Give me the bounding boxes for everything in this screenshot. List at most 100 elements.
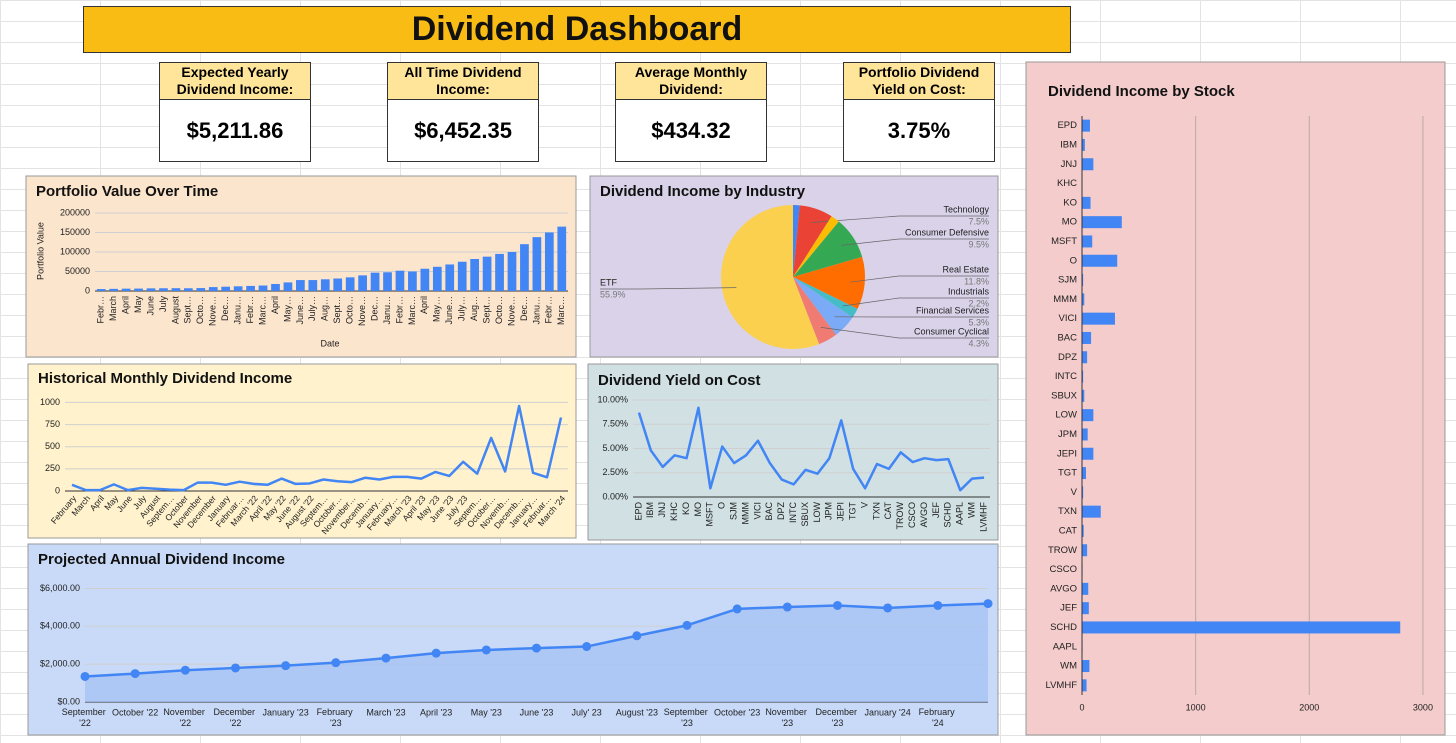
y-tick-label: VICI — [1059, 313, 1077, 324]
x-tick-label: MSFT — [705, 502, 715, 527]
x-tick-label: June — [145, 296, 155, 316]
y-tick-label: INTC — [1055, 371, 1077, 382]
x-tick-label: SJM — [729, 502, 739, 520]
x-tick-label: July… — [307, 296, 317, 321]
bar — [1082, 621, 1401, 634]
leader-line — [600, 287, 737, 290]
y-tick-label: AAPL — [1053, 641, 1077, 652]
x-tick-label: May… — [282, 296, 292, 322]
label-line: '24 — [932, 718, 944, 728]
bar — [308, 280, 318, 291]
bar — [96, 289, 106, 291]
x-tick-label: July — [158, 296, 168, 313]
bar — [445, 264, 455, 291]
y-tick-label: 150000 — [60, 227, 90, 237]
bar — [1082, 138, 1085, 151]
bar — [1082, 467, 1086, 480]
x-tick-label: January '24 — [865, 707, 911, 717]
slice-label: Industrials — [948, 286, 990, 296]
leader-line — [811, 215, 989, 223]
kpi-label: All Time Dividend Income: — [388, 63, 538, 100]
bar — [1082, 158, 1094, 171]
x-tick-label: BAC — [764, 502, 774, 521]
x-tick-label: 0 — [1079, 702, 1084, 712]
y-tick-label: 250 — [45, 463, 60, 473]
point — [632, 631, 642, 641]
bar — [557, 226, 567, 291]
x-tick-label: Nove… — [208, 296, 218, 326]
y-tick-label: $0.00 — [57, 696, 80, 706]
x-tick-label: May… — [432, 296, 442, 322]
bar — [1082, 582, 1089, 595]
bar — [1082, 370, 1084, 383]
chart-title: Portfolio Value Over Time — [36, 183, 218, 200]
bar — [1082, 331, 1092, 344]
x-tick-label: Marc… — [407, 296, 417, 325]
leader-line — [841, 238, 989, 246]
bar — [457, 261, 467, 291]
point — [582, 642, 592, 652]
y-tick-label: LVMHF — [1046, 680, 1078, 691]
x-tick-label: Janu… — [531, 296, 541, 325]
x-tick-label: May — [133, 296, 143, 314]
y-tick-label: IBM — [1060, 139, 1077, 150]
bar — [1082, 409, 1094, 422]
x-tick-label: August — [170, 296, 180, 325]
x-tick-label: April — [270, 296, 280, 314]
x-tick-label: SBUX — [800, 502, 810, 527]
y-tick-label: 500 — [45, 441, 60, 451]
x-tick-label: July… — [457, 296, 467, 321]
label-line: '22 — [79, 718, 91, 728]
area — [85, 603, 988, 702]
slice-value: 9.5% — [968, 239, 989, 249]
kpi-label: Expected Yearly Dividend Income: — [160, 63, 310, 100]
slice-label: ETF — [600, 277, 618, 287]
point — [532, 643, 541, 653]
y-tick-label: KHC — [1057, 178, 1077, 189]
bar — [134, 288, 143, 291]
y-tick-label: JEF — [1060, 603, 1077, 614]
pie-slice — [793, 205, 832, 277]
x-tick-label: December '23 — [815, 707, 859, 728]
chart-title: Historical Monthly Dividend Income — [38, 370, 292, 387]
slice-value: 7.5% — [968, 216, 989, 226]
y-tick-label: JNJ — [1061, 159, 1078, 170]
label-line: February — [317, 707, 356, 717]
y-tick-label: LOW — [1055, 410, 1077, 421]
x-tick-label: MO — [693, 502, 703, 517]
bar — [1082, 312, 1115, 325]
bar — [1082, 679, 1087, 692]
y-tick-label: KO — [1063, 197, 1077, 208]
y-tick-label: EPD — [1057, 120, 1077, 131]
chart-title: Dividend Income by Industry — [600, 183, 806, 200]
y-tick-label: SBUX — [1051, 390, 1078, 401]
bar — [1082, 119, 1090, 132]
x-tick-label: Sept… — [332, 296, 342, 324]
bar — [159, 288, 168, 291]
bar — [358, 275, 367, 291]
slice-label: Financial Services — [916, 305, 990, 315]
point — [80, 671, 90, 681]
x-tick-label: Febr… — [394, 296, 404, 324]
y-tick-label: JEPI — [1057, 448, 1077, 459]
x-tick-label: Febr… — [245, 296, 255, 324]
x-tick-label: March '23 — [366, 707, 405, 717]
kpi-value: $6,452.35 — [414, 117, 512, 143]
label-line: September — [664, 707, 711, 717]
point — [180, 665, 190, 675]
bar — [370, 272, 380, 291]
y-tick-label: 7.50% — [602, 419, 628, 429]
bar — [183, 288, 193, 291]
point — [983, 599, 993, 609]
label-line: December — [213, 707, 257, 717]
y-tick-label: WM — [1060, 661, 1077, 672]
x-tick-label: Aug… — [320, 296, 330, 321]
slice-label: Consumer Defensive — [905, 227, 989, 237]
x-tick-label: September '22 — [62, 707, 109, 728]
kpi-card: Average Monthly Dividend: $434.32 — [615, 62, 767, 162]
x-tick-label: December '22 — [213, 707, 257, 728]
label-line: February — [919, 707, 958, 717]
label-line: September — [62, 707, 109, 717]
bar — [1082, 216, 1122, 229]
x-tick-label: November '22 — [163, 707, 207, 728]
